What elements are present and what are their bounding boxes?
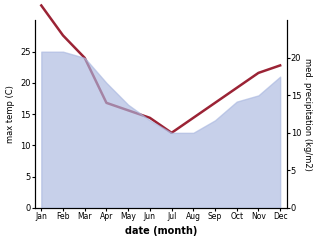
Y-axis label: max temp (C): max temp (C) bbox=[5, 85, 15, 143]
Y-axis label: med. precipitation (kg/m2): med. precipitation (kg/m2) bbox=[303, 58, 313, 171]
X-axis label: date (month): date (month) bbox=[125, 227, 197, 236]
